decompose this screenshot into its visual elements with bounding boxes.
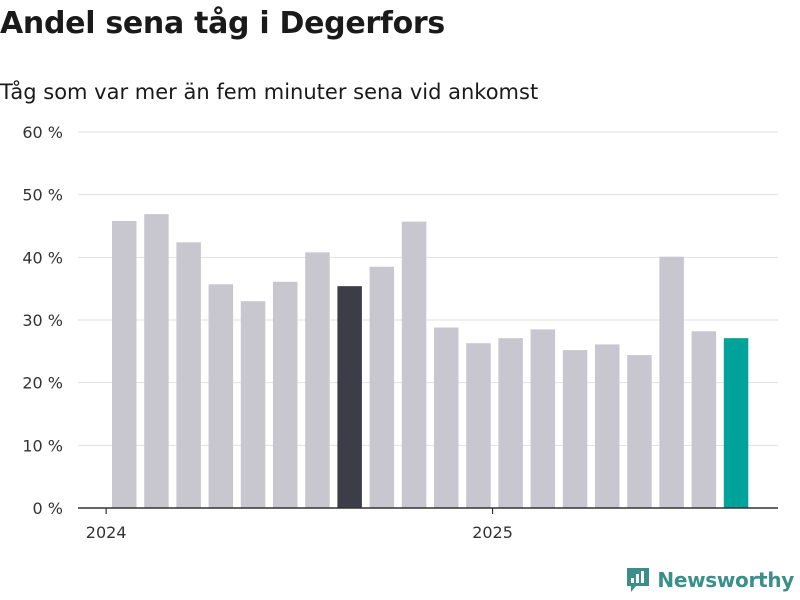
bar — [273, 281, 298, 508]
bar — [659, 256, 684, 508]
bar — [466, 343, 491, 508]
bar-chart: 0 % 10 % 20 % 30 % 40 % 50 % 60 % 2024 2025 — [22, 123, 778, 542]
bar — [530, 329, 556, 508]
brand-logo: Newsworthy — [625, 566, 794, 594]
brand-name: Newsworthy — [657, 568, 794, 592]
x-tick-label: 2024 — [86, 523, 127, 542]
bar — [369, 266, 395, 508]
chart-title: Andel sena tåg i Degerfors — [0, 6, 445, 41]
bar — [691, 331, 717, 508]
chart-subtitle: Tåg som var mer än fem minuter sena vid … — [0, 80, 539, 104]
x-tick-label: 2025 — [472, 523, 513, 542]
y-tick-label: 30 % — [22, 311, 63, 330]
bar — [627, 355, 652, 508]
y-tick-label: 0 % — [33, 499, 63, 518]
bar — [305, 252, 330, 508]
y-axis-ticks: 0 % 10 % 20 % 30 % 40 % 50 % 60 % — [22, 123, 63, 518]
bar — [498, 338, 523, 508]
bar — [208, 284, 234, 508]
y-tick-label: 60 % — [22, 123, 63, 142]
bar — [401, 221, 427, 508]
bar — [337, 286, 362, 508]
y-tick-label: 50 % — [22, 186, 63, 205]
bar — [434, 327, 459, 508]
bar — [595, 344, 620, 508]
bar — [723, 338, 749, 508]
bar — [144, 214, 169, 509]
bar — [240, 301, 266, 508]
newsworthy-logo-icon — [627, 568, 650, 592]
y-tick-label: 40 % — [22, 248, 63, 267]
y-tick-label: 10 % — [22, 436, 63, 455]
bar — [112, 220, 137, 508]
x-axis-ticks: 2024 2025 — [86, 508, 513, 542]
bar — [562, 350, 588, 508]
bar — [176, 242, 201, 508]
bars — [112, 214, 749, 509]
y-tick-label: 20 % — [22, 374, 63, 393]
